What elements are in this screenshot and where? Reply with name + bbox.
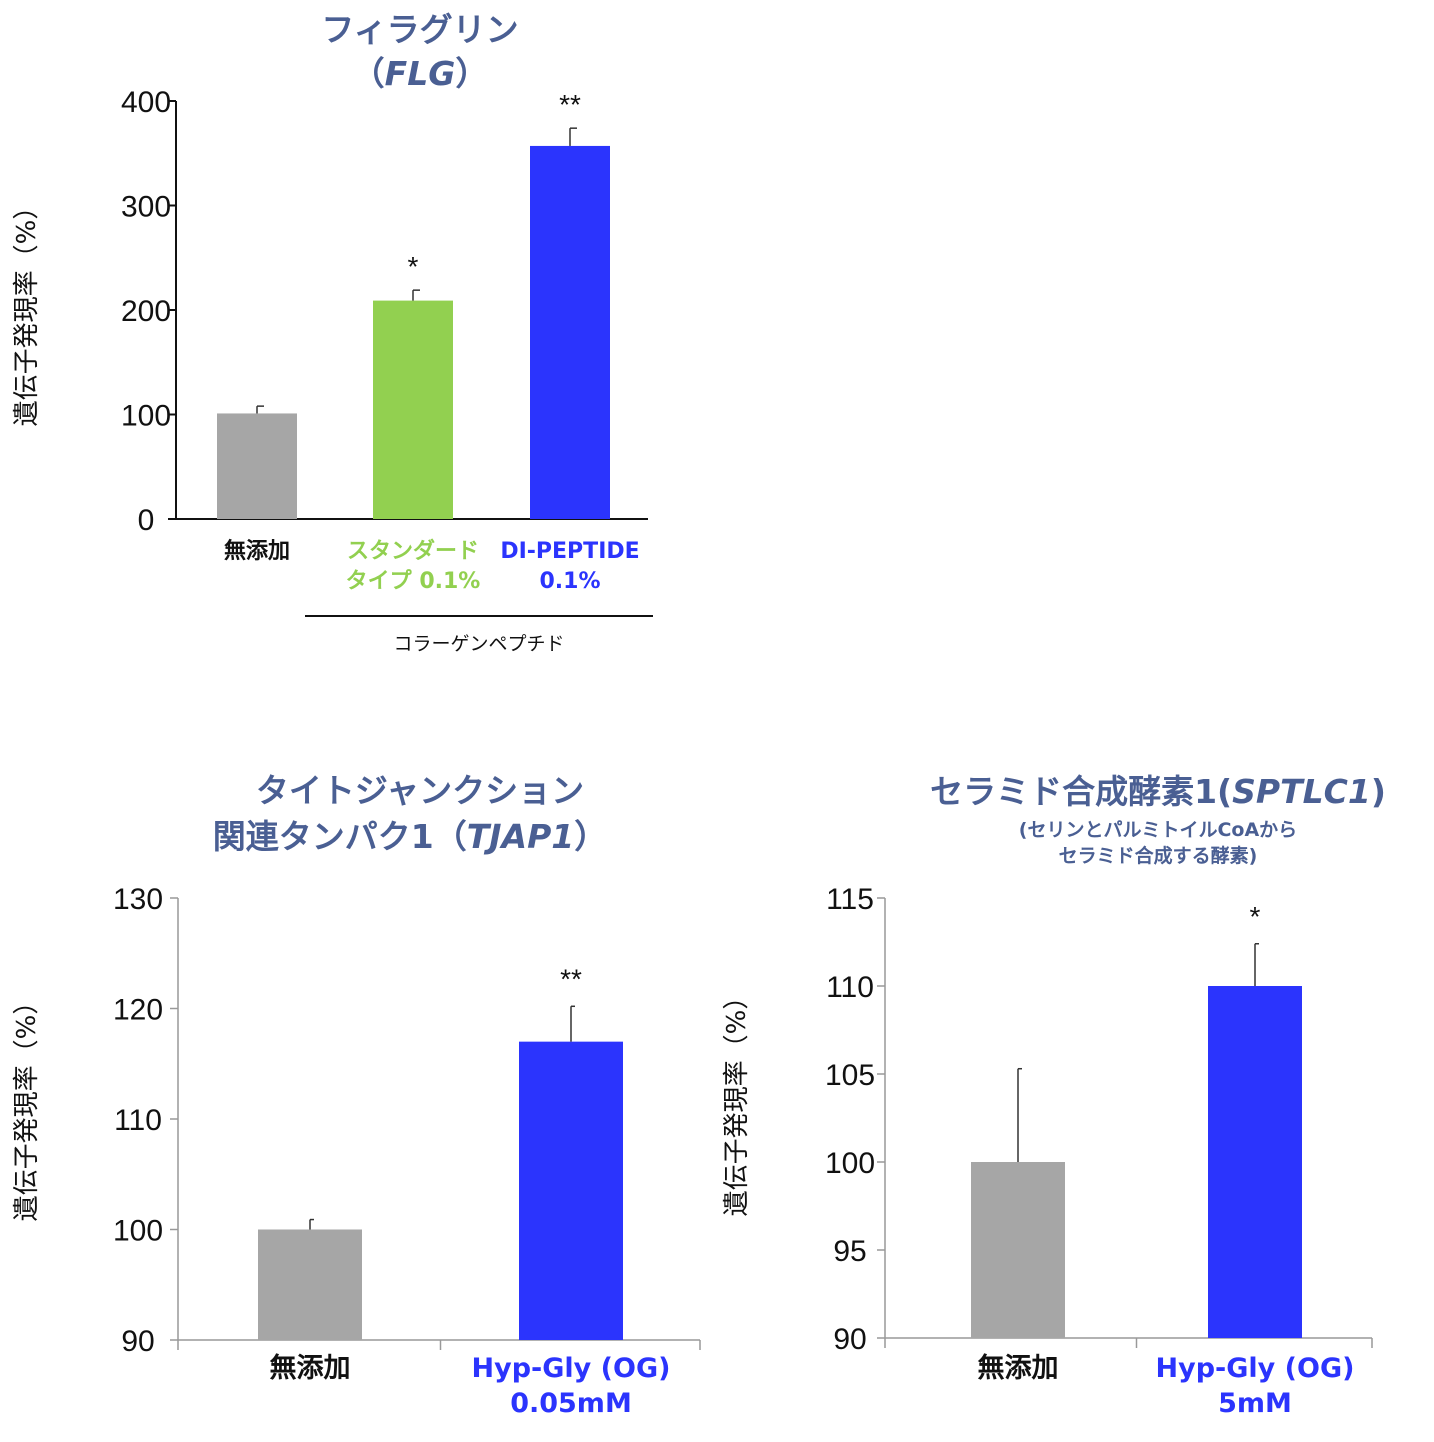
chart-flg-bar (217, 413, 297, 519)
chart-sptlc1-tick-labels: 90 95 100 105 110 115 (825, 883, 875, 1356)
chart-flg-title: フィラグリン (321, 10, 518, 49)
chart-sptlc1-bar (971, 1162, 1065, 1338)
chart-sptlc1-y-tick-label: 110 (826, 971, 874, 1004)
chart-tjap1-title-line2: 関連タンパク1（TJAP1） (213, 817, 607, 856)
chart-sptlc1-y-tick-label: 90 (833, 1323, 866, 1356)
chart-flg-category-label: 無添加 (224, 538, 290, 564)
chart-flg-group-label: コラーゲンペプチド (393, 633, 564, 655)
chart-sptlc1-y-tick-label: 95 (833, 1235, 866, 1268)
chart-sptlc1-category-labels: 無添加 Hyp-Gly (OG) 5mM (978, 1353, 1355, 1419)
chart-tjap1-y-tick-label: 90 (121, 1325, 154, 1358)
chart-tjap1-y-axis-label: 遺伝子発現率（%） (12, 989, 42, 1222)
chart-tjap1-y-tick-label: 110 (114, 1104, 162, 1137)
chart-sptlc1-significance-mark: * (1250, 901, 1261, 932)
chart-flg-y-tick-label: 0 (138, 504, 155, 537)
chart-tjap1-category-label: Hyp-Gly (OG) (472, 1353, 671, 1384)
chart-flg-significance-mark: ** (559, 89, 581, 120)
chart-flg-bar (530, 145, 610, 519)
chart-flg-significance-mark: * (408, 251, 419, 282)
chart-tjap1-bar (258, 1229, 362, 1340)
chart-flg-y-tick-label: 100 (121, 399, 171, 432)
chart-flg-title-line2: （FLG） (352, 54, 489, 93)
chart-sptlc1-subtitle-line2: セラミド合成する酵素) (1059, 844, 1258, 867)
chart-tjap1-y-tick-label: 130 (113, 883, 163, 916)
chart-sptlc1-y-tick-label: 105 (825, 1059, 875, 1092)
chart-sptlc1-bar (1208, 986, 1302, 1338)
chart-tjap1-tick-labels: 90 100 110 120 130 (113, 883, 163, 1358)
chart-flg-bar (373, 300, 453, 519)
chart-sptlc1-category-label: 5mM (1218, 1388, 1292, 1419)
chart-sptlc1-y-tick-label: 115 (826, 883, 874, 916)
chart-flg-y-tick-label: 200 (121, 295, 171, 328)
chart-tjap1-category-label: 無添加 (270, 1353, 351, 1384)
chart-sptlc1-y-tick-label: 100 (825, 1147, 875, 1180)
chart-tjap1-y-tick-label: 120 (113, 993, 163, 1026)
chart-flg-category-label: タイプ 0.1% (346, 569, 481, 594)
chart-flg-y-tick-label: 400 (121, 86, 171, 119)
chart-flg-category-label: DI-PEPTIDE (500, 539, 639, 564)
chart-sptlc1-title: セラミド合成酵素1(SPTLC1) (930, 772, 1386, 811)
chart-sptlc1: セラミド合成酵素1(SPTLC1) (セリンとパルミトイルCoAから セラミド合… (722, 772, 1386, 1419)
chart-tjap1: タイトジャンクション 関連タンパク1（TJAP1） 遺伝子発現率（%） 90 10… (12, 771, 701, 1419)
chart-flg-y-axis-label: 遺伝子発現率（%） (12, 194, 42, 427)
chart-sptlc1-bars: * (971, 901, 1302, 1338)
chart-tjap1-category-label: 0.05mM (510, 1388, 632, 1419)
chart-tjap1-significance-mark: ** (560, 963, 582, 994)
chart-sptlc1-category-label: Hyp-Gly (OG) (1156, 1353, 1355, 1384)
chart-tjap1-category-labels: 無添加 Hyp-Gly (OG) 0.05mM (270, 1353, 671, 1419)
chart-sptlc1-category-label: 無添加 (978, 1353, 1059, 1384)
chart-flg-y-tick-label: 300 (121, 190, 171, 223)
chart-flg-category-label: スタンダード (347, 538, 479, 564)
chart-sptlc1-subtitle-line1: (セリンとパルミトイルCoAから (1019, 819, 1297, 841)
chart-tjap1-bar (519, 1041, 623, 1340)
chart-sptlc1-y-axis-label: 遺伝子発現率（%） (722, 984, 752, 1217)
chart-tjap1-y-tick-label: 100 (113, 1214, 163, 1247)
chart-tjap1-bars: ** (258, 963, 623, 1340)
chart-flg-category-label: 0.1% (539, 569, 600, 594)
chart-flg-tick-labels: 0 100 200 300 400 (121, 86, 171, 537)
chart-flg-bars: *** (217, 89, 610, 519)
chart-tjap1-title: タイトジャンクション (256, 771, 584, 810)
